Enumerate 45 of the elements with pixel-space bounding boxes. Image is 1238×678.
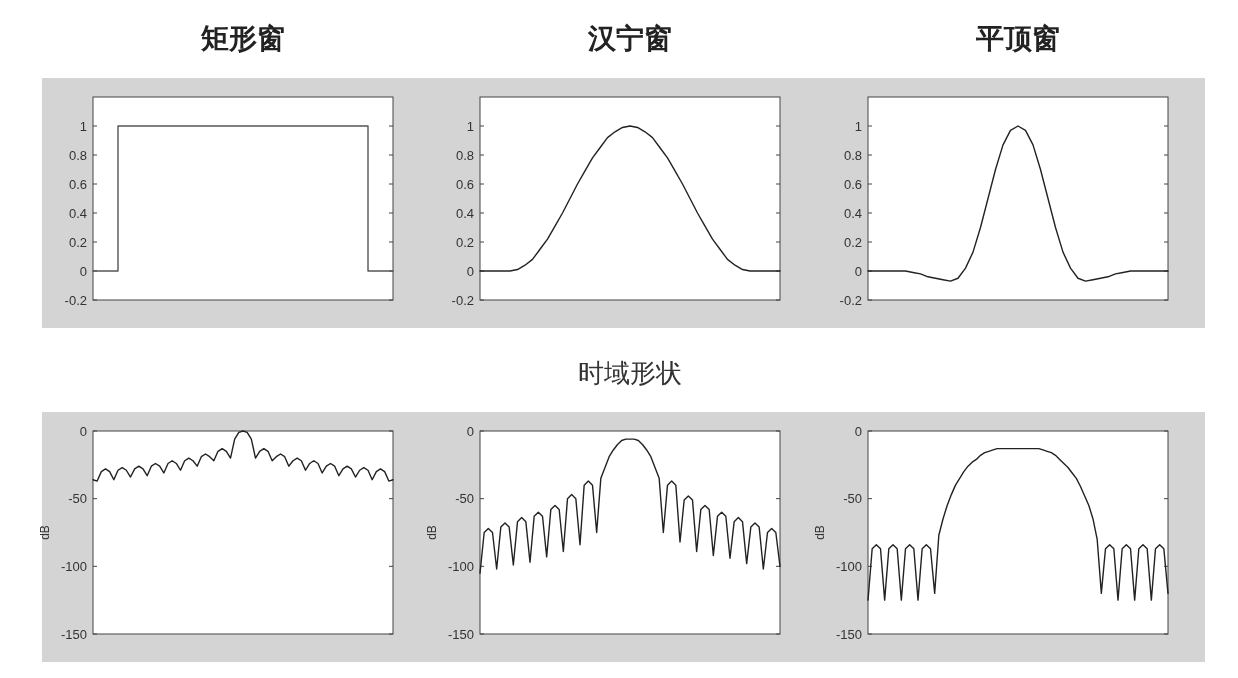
- y-tick-label: 0.4: [843, 205, 862, 221]
- text: 时域形状: [578, 358, 682, 388]
- y-tick-label: 1: [854, 118, 862, 134]
- y-tick-label: 0.8: [68, 147, 87, 163]
- y-tick-label: 0: [854, 423, 862, 439]
- chart-title: 矩形窗: [200, 22, 285, 55]
- y-tick-label: 0.6: [68, 176, 87, 192]
- y-tick-label: 0.2: [843, 234, 862, 250]
- y-tick-label: 0.6: [843, 176, 862, 192]
- y-tick-label: 0.6: [455, 176, 474, 192]
- line-series: [479, 125, 781, 272]
- y-tick-label: -50: [843, 491, 862, 507]
- line-series: [867, 447, 1169, 601]
- y-tick-label: -150: [447, 626, 474, 642]
- y-tick-label: 0.4: [68, 205, 87, 221]
- y-tick-label: -150: [835, 626, 862, 642]
- line-series: [867, 125, 1169, 282]
- y-tick-label: 1: [79, 118, 87, 134]
- y-tick-label: 0.2: [68, 234, 87, 250]
- y-axis-title: dB: [813, 525, 827, 540]
- y-tick-label: 0.4: [455, 205, 474, 221]
- y-tick-label: 0: [79, 263, 87, 279]
- y-tick-label: -50: [455, 491, 474, 507]
- y-axis-title: dB: [425, 525, 439, 540]
- line-series: [92, 430, 394, 482]
- y-tick-label: -0.2: [839, 292, 862, 308]
- y-tick-label: 0: [854, 263, 862, 279]
- y-tick-label: 0: [79, 423, 87, 439]
- chart-title: 平顶窗: [975, 22, 1060, 55]
- y-tick-label: 0.8: [455, 147, 474, 163]
- y-tick-label: -150: [60, 626, 87, 642]
- y-tick-label: 0.2: [455, 234, 474, 250]
- y-tick-label: -0.2: [451, 292, 474, 308]
- y-axis-title: dB: [38, 525, 52, 540]
- y-tick-label: 0: [466, 263, 474, 279]
- line-series: [479, 438, 781, 574]
- y-tick-label: -100: [60, 558, 87, 574]
- y-tick-label: -50: [68, 491, 87, 507]
- y-tick-label: -100: [835, 558, 862, 574]
- y-tick-label: -0.2: [64, 292, 87, 308]
- y-tick-label: 0: [466, 423, 474, 439]
- y-tick-label: 1: [466, 118, 474, 134]
- y-tick-label: 0.8: [843, 147, 862, 163]
- y-tick-label: -100: [447, 558, 474, 574]
- chart-title: 汉宁窗: [587, 22, 672, 55]
